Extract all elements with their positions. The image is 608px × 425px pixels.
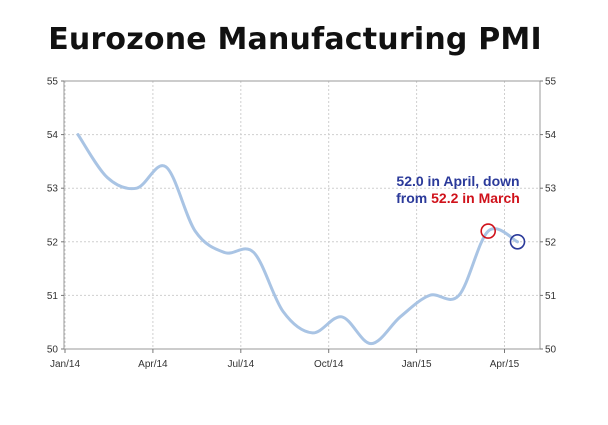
- series-line: [76, 133, 519, 346]
- x-tick-label: Jan/14: [50, 359, 80, 370]
- grid-lines: [64, 81, 540, 349]
- axis-ticks: 50 50 51 51 52 52 53 53 54 54 55 55 Jan/14 Apr/14 Jul/…: [47, 77, 557, 371]
- annotation-line-2: from 52.2 in March: [396, 190, 520, 206]
- y-tick-right: 50: [545, 345, 557, 356]
- y-tick-left: 53: [47, 184, 59, 195]
- y-tick-right: 52: [545, 237, 557, 248]
- x-tick-label: Jan/15: [402, 359, 432, 370]
- plot-frame: [63, 80, 541, 350]
- y-tick-left: 51: [47, 291, 59, 302]
- x-tick-label: Jul/14: [227, 359, 254, 370]
- highlight-circle: [509, 234, 526, 250]
- y-tick-left: 50: [47, 345, 59, 356]
- x-tick-label: Oct/14: [314, 359, 344, 370]
- x-tick-label: Apr/14: [138, 359, 168, 370]
- y-tick-right: 51: [545, 291, 557, 302]
- annotation-text-1: 52.0 in April, down: [396, 173, 519, 189]
- highlight-markers: [480, 223, 526, 250]
- y-tick-left: 52: [47, 237, 59, 248]
- y-tick-right: 54: [545, 130, 557, 141]
- annotation-prefix: from: [396, 190, 431, 206]
- y-tick-right: 55: [545, 77, 557, 88]
- highlight-circle: [480, 223, 497, 239]
- y-tick-right: 53: [545, 184, 557, 195]
- annotation-line-1: 52.0 in April, down: [396, 173, 519, 189]
- x-tick-label: Apr/15: [490, 359, 520, 370]
- y-tick-left: 54: [47, 130, 59, 141]
- chart-title: Eurozone Manufacturing PMI: [48, 22, 542, 57]
- annotation-march-value: 52.2 in March: [431, 190, 520, 206]
- y-tick-left: 55: [47, 77, 59, 88]
